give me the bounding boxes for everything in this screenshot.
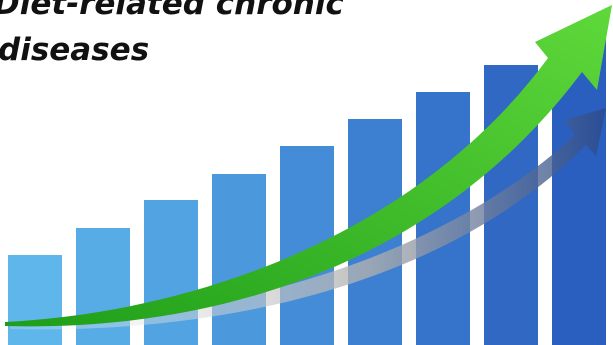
title-line: Diet-related chronic [0,0,344,22]
bar [212,174,266,345]
title-line: diseases [0,32,149,68]
growth-arrow [5,5,612,327]
shadow-arrow [10,108,606,330]
bar [8,255,62,345]
